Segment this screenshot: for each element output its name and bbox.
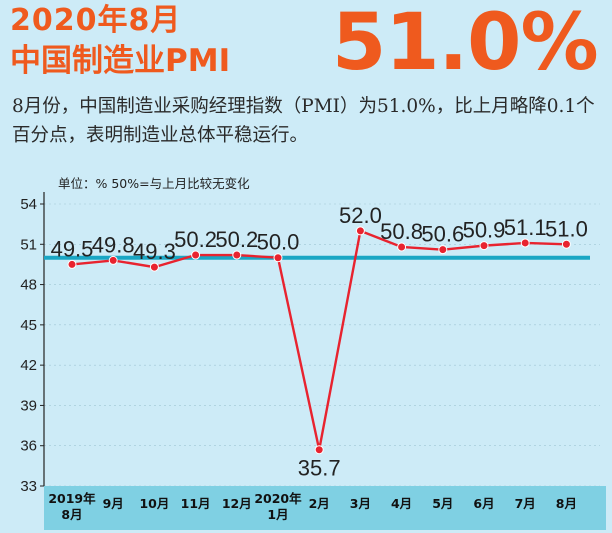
x-tick-label: 2月	[309, 496, 330, 511]
data-point	[273, 253, 283, 263]
data-point	[438, 245, 448, 255]
x-tick-label: 2019年	[48, 491, 96, 506]
data-label: 35.7	[298, 456, 341, 481]
y-tick-label: 51	[20, 236, 37, 253]
data-point	[314, 445, 324, 455]
data-label: 50.6	[421, 222, 464, 247]
data-label: 51.1	[504, 215, 547, 240]
title-subject: 中国制造业PMI	[10, 43, 231, 79]
pmi-data-labels: 49.549.849.350.250.250.035.752.050.850.6…	[51, 203, 588, 481]
x-tick-label: 9月	[103, 496, 124, 511]
x-tick-label: 11月	[181, 496, 211, 511]
y-tick-label: 48	[20, 277, 37, 294]
data-label: 50.8	[380, 219, 423, 244]
data-point	[232, 250, 242, 260]
x-tick-label-line2: 8月	[61, 507, 82, 522]
data-label: 50.0	[257, 230, 300, 255]
x-tick-label: 3月	[350, 496, 371, 511]
data-point	[561, 239, 571, 249]
data-label: 50.2	[174, 227, 217, 252]
data-point	[67, 259, 77, 269]
data-label: 49.8	[92, 232, 135, 257]
y-tick-label: 39	[20, 397, 37, 414]
data-label: 52.0	[339, 203, 382, 228]
data-label: 49.3	[133, 239, 176, 264]
x-tick-label: 7月	[515, 496, 536, 511]
data-label: 51.0	[545, 216, 588, 241]
data-point	[397, 242, 407, 252]
x-tick-label: 10月	[139, 496, 169, 511]
x-tick-label: 6月	[473, 496, 494, 511]
x-tick-label: 8月	[556, 496, 577, 511]
x-tick-label: 5月	[432, 496, 453, 511]
x-axis-band	[44, 486, 606, 530]
data-point	[191, 250, 201, 260]
y-tick-label: 33	[20, 478, 37, 495]
data-point	[520, 238, 530, 248]
data-point	[108, 255, 118, 265]
data-point	[479, 241, 489, 251]
headline-value: 51.0%	[332, 0, 599, 88]
title-date: 2020年8月	[10, 3, 182, 38]
data-point	[149, 262, 159, 272]
y-axis-ticks: 54 51 48 45 42 39 36 33	[20, 196, 44, 495]
x-tick-label-line2: 1月	[267, 507, 288, 522]
x-tick-label: 12月	[222, 496, 252, 511]
y-tick-label: 36	[20, 438, 37, 455]
description-text: 8月份，中国制造业采购经理指数（PMI）为51.0%，比上月略降0.1个百分点，…	[12, 96, 595, 146]
title-block: 2020年8月 中国制造业PMI 51.0%	[0, 0, 612, 90]
x-tick-label: 4月	[391, 496, 412, 511]
data-point	[355, 226, 365, 236]
y-tick-label: 45	[20, 317, 37, 334]
unit-note: 单位：% 50%=与上月比较无变化	[58, 176, 250, 191]
data-label: 50.2	[215, 227, 258, 252]
data-label: 49.5	[51, 236, 94, 261]
y-tick-label: 54	[20, 196, 37, 213]
y-tick-label: 42	[20, 357, 37, 374]
x-tick-label: 2020年	[254, 491, 302, 506]
pmi-points	[67, 226, 571, 455]
data-label: 50.9	[463, 218, 506, 243]
